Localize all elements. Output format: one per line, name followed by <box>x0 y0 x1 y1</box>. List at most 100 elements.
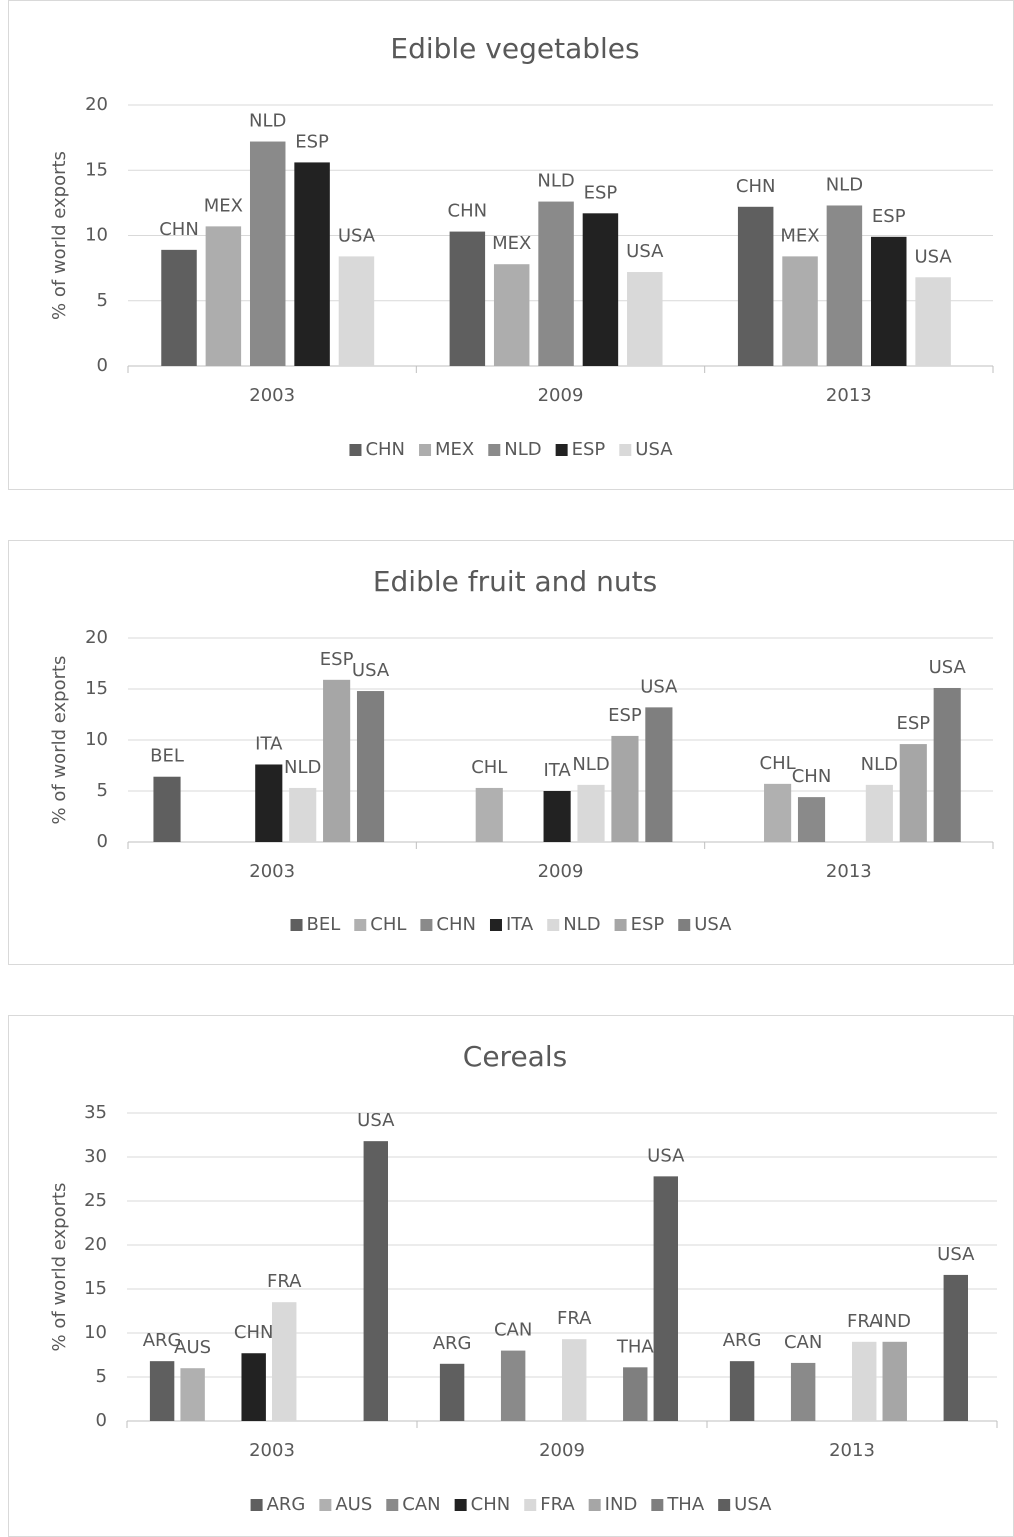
data-label: MEX <box>780 225 819 246</box>
legend-swatch <box>651 1499 664 1511</box>
legend-swatch <box>619 444 632 456</box>
legend-label: NLD <box>504 439 541 460</box>
data-label: ARG <box>143 1330 182 1351</box>
data-label: BEL <box>150 746 184 767</box>
bar <box>323 679 351 842</box>
y-tick-label: 5 <box>97 290 108 311</box>
x-tick-label: 2013 <box>826 861 872 882</box>
data-label: FRA <box>847 1311 882 1332</box>
legend-label: ITA <box>506 914 534 935</box>
bar <box>363 1141 388 1421</box>
data-label: ESP <box>896 713 930 734</box>
bar <box>582 213 619 366</box>
bar <box>153 776 181 842</box>
data-label: CHL <box>471 757 507 778</box>
y-tick-label: 15 <box>85 159 108 180</box>
x-tick-label: 2003 <box>249 385 295 406</box>
legend-swatch <box>678 919 691 931</box>
legend-swatch <box>488 444 501 456</box>
legend-label: CAN <box>402 1494 440 1515</box>
data-label: USA <box>640 676 678 697</box>
y-tick-label: 10 <box>85 729 108 750</box>
bar <box>439 1363 465 1421</box>
legend-swatch <box>349 444 362 456</box>
y-tick-label: 35 <box>84 1102 107 1123</box>
y-tick-label: 20 <box>85 627 108 648</box>
data-label: IND <box>878 1311 911 1332</box>
x-tick-label: 2009 <box>538 861 584 882</box>
legend-label: CHN <box>365 439 405 460</box>
bar <box>933 687 961 842</box>
data-label: CHN <box>159 219 199 240</box>
y-tick-label: 10 <box>84 1322 107 1343</box>
bar <box>764 783 792 842</box>
bar <box>797 797 826 842</box>
x-tick-label: 2009 <box>538 385 584 406</box>
data-label: CAN <box>494 1320 532 1341</box>
bar <box>645 707 673 842</box>
data-label: CHN <box>792 766 832 787</box>
bar <box>627 272 663 366</box>
data-label: ITA <box>255 733 283 754</box>
legend-swatch <box>524 1499 537 1511</box>
bar <box>449 231 486 366</box>
legend-label: CHN <box>471 1494 511 1515</box>
legend-label: CHN <box>436 914 476 935</box>
data-label: ARG <box>433 1333 472 1354</box>
data-label: CAN <box>784 1332 822 1353</box>
data-label: MEX <box>492 233 531 254</box>
data-label: MEX <box>204 195 243 216</box>
data-label: NLD <box>826 174 863 195</box>
bar <box>826 205 863 366</box>
y-tick-label: 0 <box>96 1410 107 1431</box>
legend-swatch <box>250 1499 263 1511</box>
bar <box>915 277 951 366</box>
bar <box>611 735 639 842</box>
data-label: CHL <box>760 753 796 774</box>
y-tick-label: 15 <box>84 1278 107 1299</box>
data-label: CHN <box>234 1322 274 1343</box>
data-label: NLD <box>249 111 286 132</box>
data-label: USA <box>914 246 952 267</box>
x-tick-label: 2009 <box>539 1440 585 1461</box>
bar <box>737 206 774 366</box>
data-label: ESP <box>295 131 329 152</box>
y-tick-label: 15 <box>85 678 108 699</box>
data-label: USA <box>352 660 390 681</box>
legend-swatch <box>354 919 367 931</box>
legend-swatch <box>614 919 627 931</box>
legend-swatch <box>454 1499 467 1511</box>
data-label: NLD <box>572 754 609 775</box>
bar <box>865 784 893 842</box>
bar <box>475 787 503 842</box>
data-label: NLD <box>861 754 898 775</box>
legend-label: CHL <box>370 914 406 935</box>
y-tick-label: 20 <box>85 94 108 115</box>
data-label: ESP <box>608 705 642 726</box>
legend-swatch <box>547 919 560 931</box>
bar <box>294 162 330 366</box>
bar <box>205 226 242 366</box>
x-tick-label: 2003 <box>249 861 295 882</box>
data-label: ESP <box>584 182 618 203</box>
legend-swatch <box>290 919 303 931</box>
bar <box>577 784 605 842</box>
legend-swatch <box>588 1499 601 1511</box>
bar <box>338 256 375 366</box>
bar <box>653 1176 678 1421</box>
bar <box>543 791 571 842</box>
chart-title: Edible fruit and nuts <box>373 565 657 598</box>
legend-label: IND <box>605 1494 638 1515</box>
bar <box>500 1350 526 1421</box>
legend-swatch <box>319 1499 332 1511</box>
bar <box>562 1339 587 1421</box>
bar <box>161 249 197 366</box>
legend-label: MEX <box>435 439 474 460</box>
bar <box>871 236 907 366</box>
bar <box>782 256 818 366</box>
data-label: ESP <box>872 206 906 227</box>
legend-swatch <box>489 919 502 931</box>
bar <box>790 1362 816 1421</box>
legend-label: ESP <box>572 439 606 460</box>
legend-label: THA <box>666 1494 705 1515</box>
